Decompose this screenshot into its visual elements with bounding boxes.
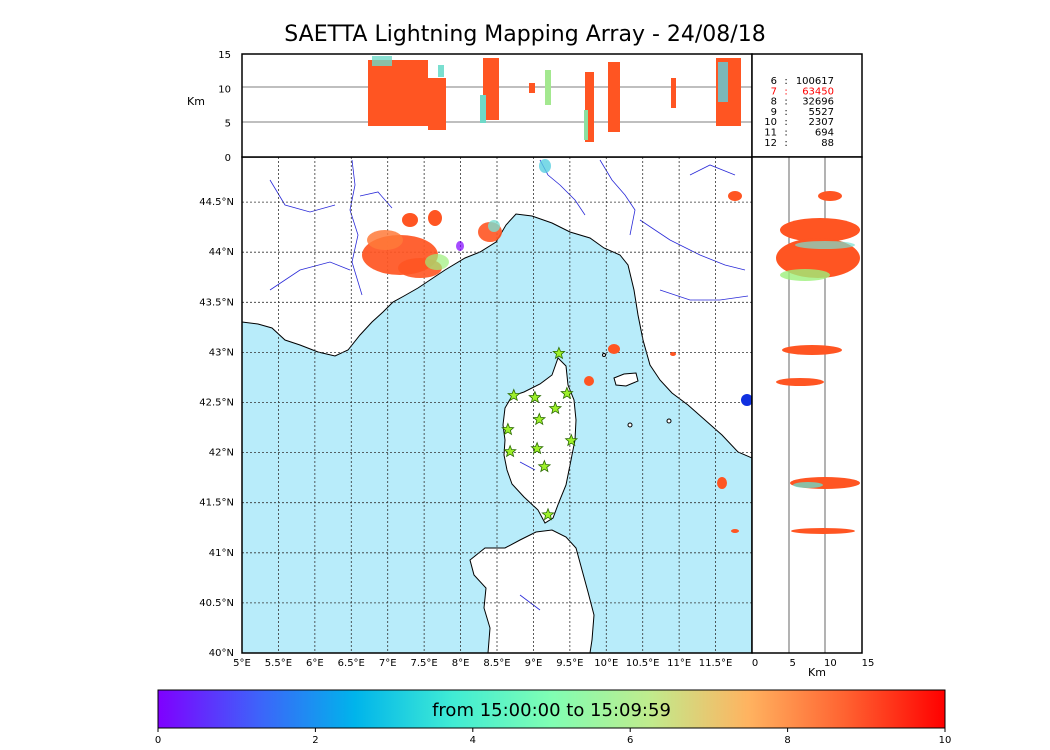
radar-marker [741,394,752,406]
chart-title: SAETTA Lightning Mapping Array - 24/08/1… [284,22,766,47]
station-star-marker [564,433,579,447]
sardinia-island [469,529,595,653]
right-panel-tick-label: 15 [862,658,875,669]
map-gridlines [242,157,752,653]
colorbar-tick-label: 0 [155,735,161,746]
longitude-label: 9.5°E [556,658,583,669]
station-count-separator: : [784,97,787,108]
colorbar-tick-label: 8 [784,735,790,746]
altitude-vs-longitude-panel [242,54,752,157]
right-panel-tick-labels: 0 5 10 15 [752,658,875,669]
station-count-number: 9 [771,107,777,118]
station-count-value: 2307 [809,117,834,128]
station-star-marker [528,390,542,404]
latitude-label: 41°N [209,548,234,559]
latitude-labels: 40°N 40.5°N 41°N 41.5°N 42°N 42.5°N 43°N 43.5°N… [199,197,234,659]
colorbar-label: from 15:00:00 to 15:09:59 [432,700,671,721]
colorbar-tick-label: 2 [312,735,318,746]
station-star-marker [503,444,517,458]
longitude-label: 9°E [525,658,543,669]
altitude-tick-label: 5 [225,119,231,130]
altitude-vs-latitude-panel [752,157,862,653]
station-count-value: 32696 [802,97,834,108]
station-star-marker [532,412,547,426]
station-count-separator: : [784,107,787,118]
station-star-marker [541,507,555,521]
altitude-tick-label: 10 [218,84,231,95]
right-panel-tick-label: 10 [824,658,837,669]
station-count-separator: : [784,86,787,97]
longitude-label: 5°E [233,658,251,669]
altitude-tick-label: 15 [218,50,231,61]
altitude-tick-labels: 0 5 10 15 [218,50,231,164]
station-counts-table: 6:1006177:634508:326969:552710:230711:69… [764,76,834,149]
longitude-label: 7°E [379,658,397,669]
station-star-marker [530,441,544,455]
mainland-land [242,157,752,459]
station-star-marker [548,401,563,415]
longitude-label: 5.5°E [265,658,292,669]
longitude-label: 11°E [667,658,691,669]
longitude-label: 11.5°E [699,658,733,669]
station-count-number: 6 [771,76,777,87]
station-count-separator: : [784,138,787,149]
latitude-label: 42°N [209,448,234,459]
latitude-label: 43.5°N [199,297,234,308]
islet [666,418,672,424]
latitude-label: 44.5°N [199,197,234,208]
altitude-tick-label: 0 [225,153,231,164]
station-count-value: 694 [815,128,834,139]
latitude-label: 41.5°N [199,498,234,509]
station-count-separator: : [784,128,787,139]
station-star-marker [537,459,552,473]
right-unit-label: Km [808,666,826,679]
islet [627,422,633,428]
altitude-unit-label: Km [187,95,205,108]
time-colorbar [157,689,946,729]
longitude-label: 10.5°E [626,658,660,669]
elba-island [613,372,639,387]
map-lightning-sources [362,159,742,533]
station-count-number: 11 [764,128,777,139]
station-count-separator: : [784,76,787,87]
station-star-marker [560,386,574,400]
station-count-number: 10 [764,117,777,128]
station-count-value: 5527 [809,107,834,118]
colorbar-tick-label: 6 [627,735,633,746]
longitude-labels: 5°E 5.5°E 6°E 6.5°E 7°E 7.5°E 8°E 8.5°E 9°E 9.5°E… [233,658,732,669]
latitude-label: 42.5°N [199,397,234,408]
latitude-label: 44°N [209,247,234,258]
longitude-label: 8°E [452,658,470,669]
colorbar-tick-label: 10 [939,735,952,746]
longitude-label: 10°E [594,658,618,669]
station-count-separator: : [784,117,787,128]
station-count-value: 100617 [796,76,834,87]
station-count-value: 63450 [802,86,834,97]
colorbar-tick-label: 4 [470,735,476,746]
right-lightning-sources [776,191,860,534]
lma-stations [501,346,579,521]
right-panel-tick-label: 0 [752,658,758,669]
longitude-label: 6°E [306,658,324,669]
station-count-value: 88 [821,138,834,149]
islet [602,353,606,357]
right-panel-tick-label: 5 [789,658,795,669]
longitude-label: 8.5°E [483,658,510,669]
station-star-marker [501,422,515,436]
station-count-number: 8 [771,97,777,108]
longitude-label: 6.5°E [338,658,365,669]
colorbar-tick-labels: 0 2 4 6 8 10 [155,728,952,746]
station-star-marker [507,388,521,402]
latitude-label: 43°N [209,347,234,358]
latitude-label: 40.5°N [199,598,234,609]
right-panel-frame [751,156,863,654]
latitude-label: 40°N [209,648,234,659]
altitude-lightning-sources [368,56,741,142]
station-count-number: 12 [764,138,777,149]
station-count-number: 7 [771,86,777,97]
longitude-label: 7.5°E [411,658,438,669]
station-star-marker [552,346,566,360]
map-panel [242,157,752,653]
